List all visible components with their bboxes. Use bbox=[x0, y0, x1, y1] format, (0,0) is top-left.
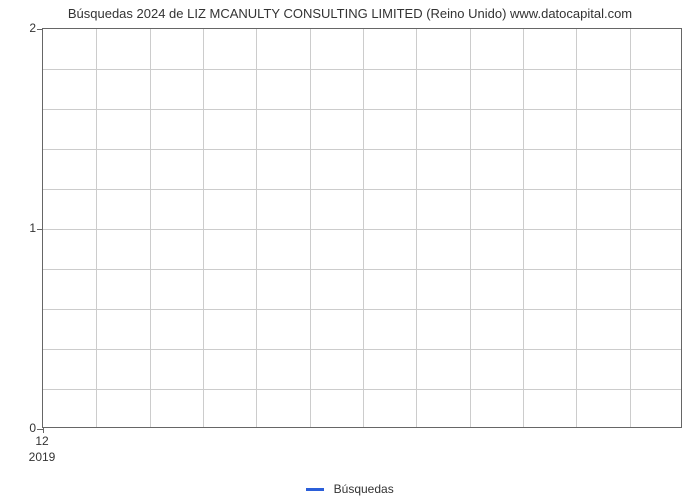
chart-title: Búsquedas 2024 de LIZ MCANULTY CONSULTIN… bbox=[0, 6, 700, 21]
x-tick bbox=[43, 427, 44, 433]
y-tick bbox=[37, 229, 43, 230]
grid-line-v bbox=[523, 29, 524, 427]
x-axis-label: 12 bbox=[35, 434, 48, 448]
plot-area bbox=[42, 28, 682, 428]
y-tick bbox=[37, 29, 43, 30]
y-axis-label: 1 bbox=[24, 221, 36, 235]
grid-line-v bbox=[256, 29, 257, 427]
grid-line-v bbox=[363, 29, 364, 427]
legend: Búsquedas bbox=[0, 481, 700, 496]
minor-grid-line-h bbox=[43, 109, 681, 110]
grid-line-h bbox=[43, 229, 681, 230]
legend-label: Búsquedas bbox=[334, 482, 394, 496]
grid-line-v bbox=[310, 29, 311, 427]
minor-grid-line-h bbox=[43, 269, 681, 270]
grid-line-v bbox=[416, 29, 417, 427]
minor-grid-line-h bbox=[43, 69, 681, 70]
grid-line-v bbox=[203, 29, 204, 427]
minor-grid-line-h bbox=[43, 189, 681, 190]
minor-grid-line-h bbox=[43, 309, 681, 310]
y-axis-label: 0 bbox=[24, 421, 36, 435]
grid-line-v bbox=[576, 29, 577, 427]
grid-line-v bbox=[150, 29, 151, 427]
minor-grid-line-h bbox=[43, 149, 681, 150]
chart-container: Búsquedas 2024 de LIZ MCANULTY CONSULTIN… bbox=[0, 0, 700, 500]
x-axis-year-label: 2019 bbox=[29, 450, 56, 464]
y-axis-label: 2 bbox=[24, 21, 36, 35]
grid-line-v bbox=[470, 29, 471, 427]
minor-grid-line-h bbox=[43, 389, 681, 390]
grid-line-v bbox=[630, 29, 631, 427]
legend-swatch bbox=[306, 488, 324, 491]
minor-grid-line-h bbox=[43, 349, 681, 350]
grid-line-v bbox=[96, 29, 97, 427]
